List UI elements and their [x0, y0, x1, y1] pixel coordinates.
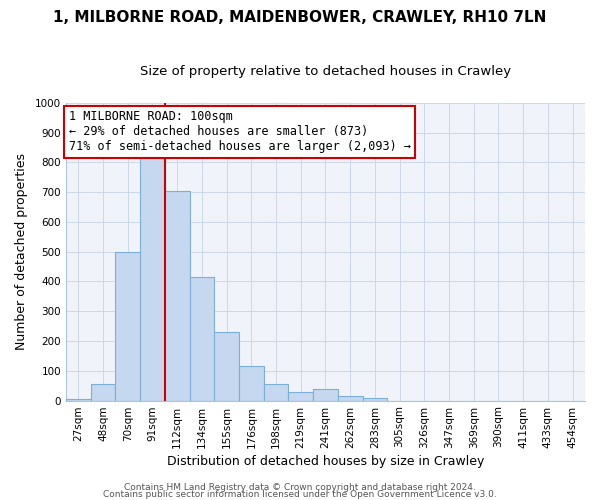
X-axis label: Distribution of detached houses by size in Crawley: Distribution of detached houses by size …: [167, 454, 484, 468]
Bar: [140, 156, 165, 400]
Bar: [66, 399, 91, 400]
Bar: [190, 277, 214, 400]
Bar: [289, 392, 313, 400]
Text: 1 MILBORNE ROAD: 100sqm
← 29% of detached houses are smaller (873)
71% of semi-d: 1 MILBORNE ROAD: 100sqm ← 29% of detache…: [68, 110, 410, 153]
Text: Contains public sector information licensed under the Open Government Licence v3: Contains public sector information licen…: [103, 490, 497, 499]
Bar: [91, 384, 115, 400]
Bar: [263, 384, 289, 400]
Bar: [115, 252, 140, 400]
Y-axis label: Number of detached properties: Number of detached properties: [15, 153, 28, 350]
Bar: [313, 388, 338, 400]
Title: Size of property relative to detached houses in Crawley: Size of property relative to detached ho…: [140, 65, 511, 78]
Bar: [239, 366, 263, 400]
Text: Contains HM Land Registry data © Crown copyright and database right 2024.: Contains HM Land Registry data © Crown c…: [124, 484, 476, 492]
Text: 1, MILBORNE ROAD, MAIDENBOWER, CRAWLEY, RH10 7LN: 1, MILBORNE ROAD, MAIDENBOWER, CRAWLEY, …: [53, 10, 547, 25]
Bar: [338, 396, 362, 400]
Bar: [165, 190, 190, 400]
Bar: [214, 332, 239, 400]
Bar: [362, 398, 387, 400]
